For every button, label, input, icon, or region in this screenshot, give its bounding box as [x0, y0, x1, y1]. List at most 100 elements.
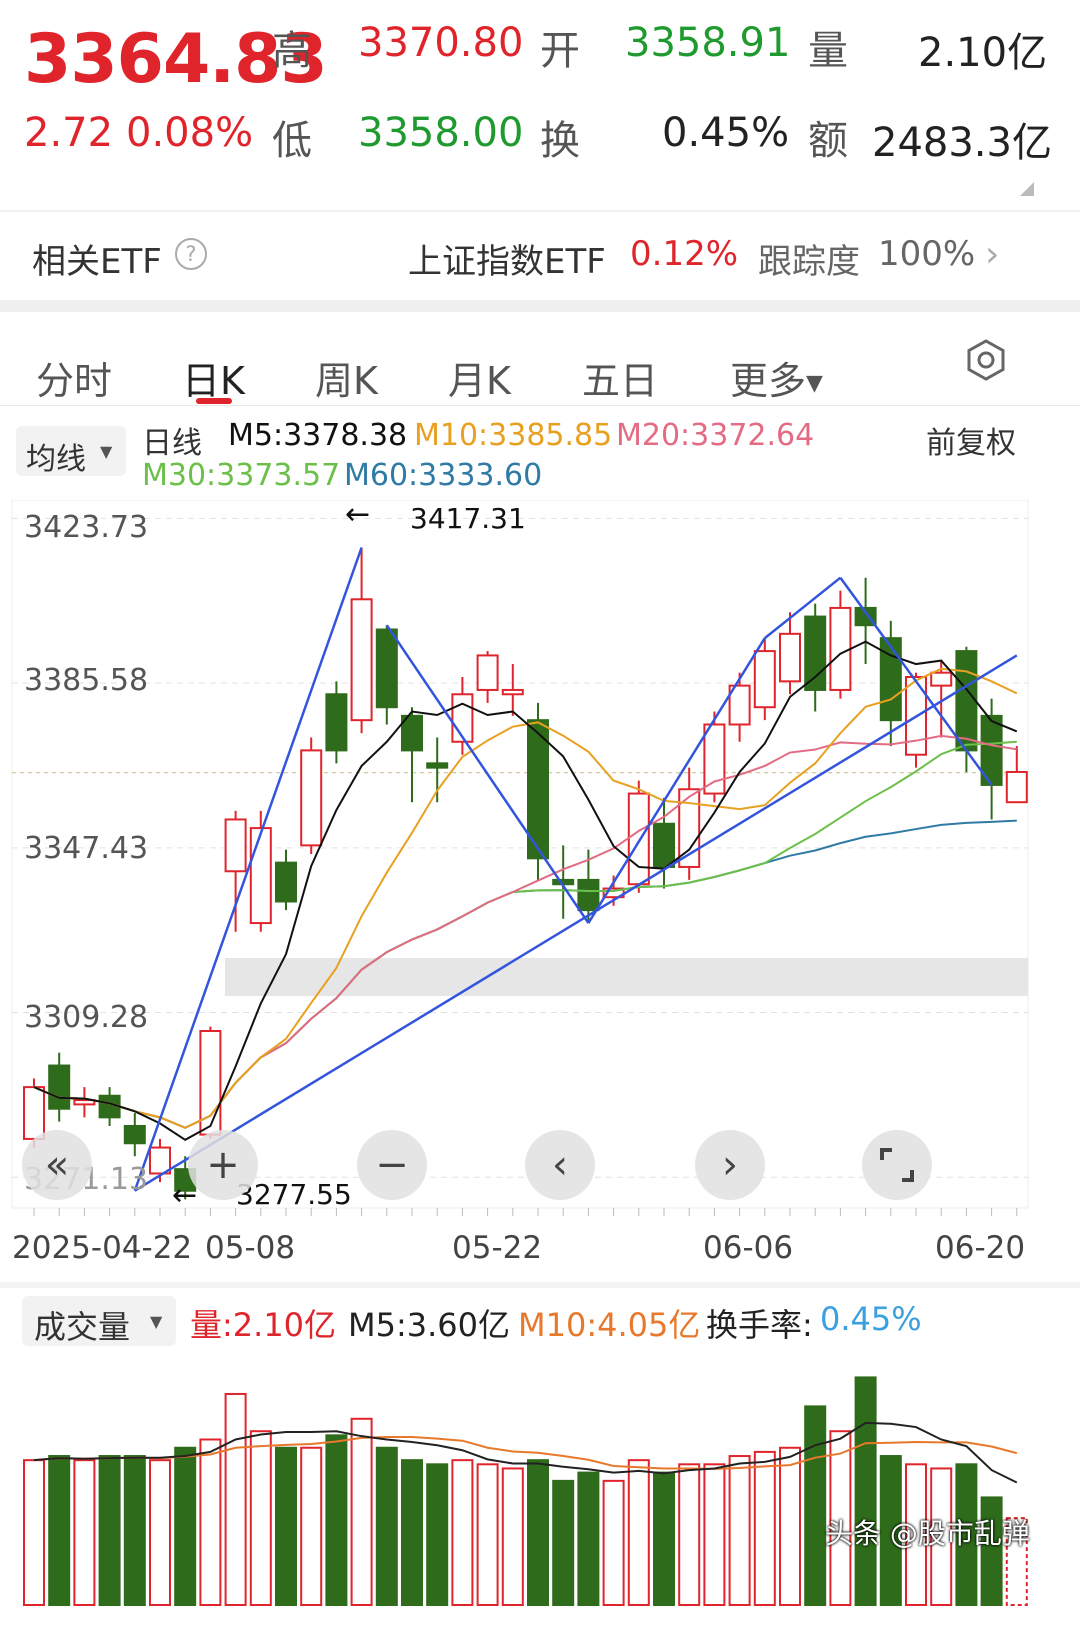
volume-bar — [879, 1455, 902, 1606]
trend-line — [134, 654, 1018, 1192]
zoom-out-button[interactable]: − — [357, 1130, 427, 1200]
volume-bar — [300, 1446, 323, 1606]
scroll-left-fast-button[interactable]: « — [22, 1130, 92, 1200]
volume-bar — [275, 1446, 297, 1606]
tab-five-day[interactable]: 五日 — [582, 359, 659, 403]
candle-body — [48, 1064, 71, 1110]
candle — [375, 625, 398, 725]
x-axis-label: 05-08 — [205, 1230, 296, 1266]
turnover-rate-label: 换手率: — [706, 1306, 813, 1344]
help-icon[interactable]: ? — [175, 238, 207, 270]
candle-body — [829, 606, 852, 691]
candle — [753, 638, 776, 721]
volume-bar — [451, 1459, 474, 1607]
volume-selector-label: 成交量 — [34, 1308, 131, 1346]
ma-selector[interactable]: 均线 ▼ — [16, 426, 126, 477]
tabs-divider — [0, 405, 1080, 406]
etf-row[interactable]: 相关ETF ? 上证指数ETF 0.12% 跟踪度 100% › — [0, 212, 1080, 300]
volume-chart[interactable] — [0, 1355, 1080, 1615]
candle-body — [73, 1099, 96, 1106]
last-price: 3364.83 — [24, 20, 328, 99]
expand-corner-icon[interactable] — [1020, 182, 1034, 196]
y-axis-label: 3423.73 — [24, 510, 149, 545]
caret-down-icon: ▼ — [806, 371, 823, 396]
ma30-value: M30:3373.57 — [142, 458, 341, 493]
ma-period: 日线 — [142, 426, 202, 461]
volume-bar — [98, 1455, 121, 1606]
candle — [930, 659, 953, 738]
tab-more[interactable]: 更多▼ — [730, 350, 823, 405]
volume-bar — [854, 1376, 877, 1607]
candle-body — [1005, 770, 1028, 804]
candle — [804, 603, 827, 712]
volume-bar — [325, 1434, 348, 1606]
candle-body — [501, 688, 524, 696]
caret-down-icon: ▼ — [100, 442, 113, 461]
header-divider — [0, 210, 1080, 212]
tab-weekly-k[interactable]: 周K — [315, 359, 378, 403]
settings-icon[interactable] — [964, 338, 1008, 386]
trend-line — [839, 576, 993, 786]
candle — [1005, 746, 1028, 804]
candle-body — [275, 861, 297, 903]
candle-body — [728, 684, 751, 726]
etf-label: 相关ETF — [32, 242, 162, 282]
pan-left-button[interactable]: ‹ — [525, 1130, 595, 1200]
trend-line — [587, 637, 766, 924]
low-label: 低 — [272, 118, 312, 164]
candle — [249, 810, 272, 932]
tab-monthly-k[interactable]: 月K — [448, 359, 511, 403]
ma-line-m30 — [33, 740, 1017, 1129]
fullscreen-button[interactable] — [862, 1130, 932, 1200]
candle-body — [23, 1086, 45, 1140]
candle — [149, 1138, 171, 1183]
candle — [48, 1052, 71, 1122]
volume-bar — [779, 1446, 801, 1606]
ma-line-m5 — [33, 640, 1018, 1141]
adjust-selector[interactable]: 前复权 — [926, 426, 1016, 461]
volume-bar — [653, 1471, 675, 1606]
tracking-label: 跟踪度 — [758, 242, 860, 282]
kline-chart[interactable] — [0, 500, 1080, 1220]
candle-body — [300, 749, 323, 847]
max-arrow-icon: ← — [345, 497, 371, 532]
candle-body — [804, 615, 827, 691]
trend-line — [133, 547, 363, 1192]
tab-active-indicator — [196, 398, 232, 404]
candle-body — [955, 650, 978, 752]
tab-daily-k[interactable]: 日K — [182, 359, 245, 403]
candle — [401, 707, 423, 803]
tab-intraday[interactable]: 分时 — [36, 359, 113, 403]
chart-divider — [0, 1282, 1080, 1288]
min-annotation: 3277.55 — [236, 1178, 352, 1211]
volume-today: 量:2.10亿 — [190, 1306, 337, 1344]
candle-body — [577, 878, 600, 912]
candle — [829, 590, 852, 699]
volume-bar — [23, 1459, 45, 1607]
volume-selector[interactable]: 成交量 ▼ — [22, 1296, 176, 1346]
ma5-value: M5:3378.38 — [228, 418, 408, 453]
low-value: 3358.00 — [358, 110, 524, 156]
candle-body — [401, 714, 423, 752]
volume-bar — [905, 1463, 927, 1606]
volume-bar — [401, 1459, 423, 1607]
x-axis-label: 06-06 — [703, 1230, 794, 1266]
candle-body — [451, 693, 474, 743]
candle — [552, 845, 575, 919]
volume-bar — [350, 1417, 373, 1606]
volume-bar — [602, 1479, 625, 1606]
trend-line — [764, 576, 842, 640]
candle — [955, 646, 978, 772]
candle — [577, 849, 600, 924]
candle — [300, 737, 323, 854]
etf-name: 上证指数ETF — [408, 242, 606, 282]
volume-bar — [476, 1463, 499, 1606]
turnover-rate-value: 0.45% — [820, 1300, 922, 1338]
pan-right-button[interactable]: › — [695, 1130, 765, 1200]
turnover-value: 0.45% — [662, 110, 790, 156]
candle-body — [779, 632, 801, 683]
chart-frame — [11, 500, 1029, 1209]
zoom-in-button[interactable]: + — [188, 1130, 258, 1200]
volume-bar — [73, 1459, 96, 1607]
volume-bar — [728, 1455, 751, 1606]
